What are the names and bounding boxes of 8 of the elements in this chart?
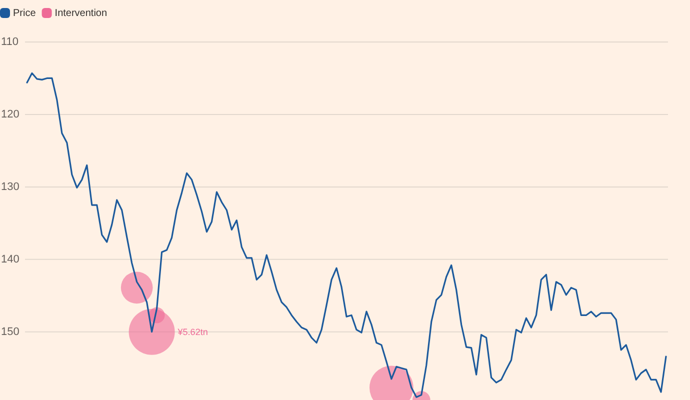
y-tick-label: 150 bbox=[1, 326, 20, 338]
y-tick-label: 140 bbox=[1, 253, 20, 266]
legend-label: Price bbox=[13, 8, 36, 18]
y-tick-label: 130 bbox=[1, 180, 20, 193]
annotation: ¥5.62tn bbox=[176, 326, 208, 337]
legend-label: Intervention bbox=[54, 8, 108, 18]
y-tick-label: 120 bbox=[1, 108, 20, 120]
y-tick-label: 110 bbox=[1, 36, 19, 48]
